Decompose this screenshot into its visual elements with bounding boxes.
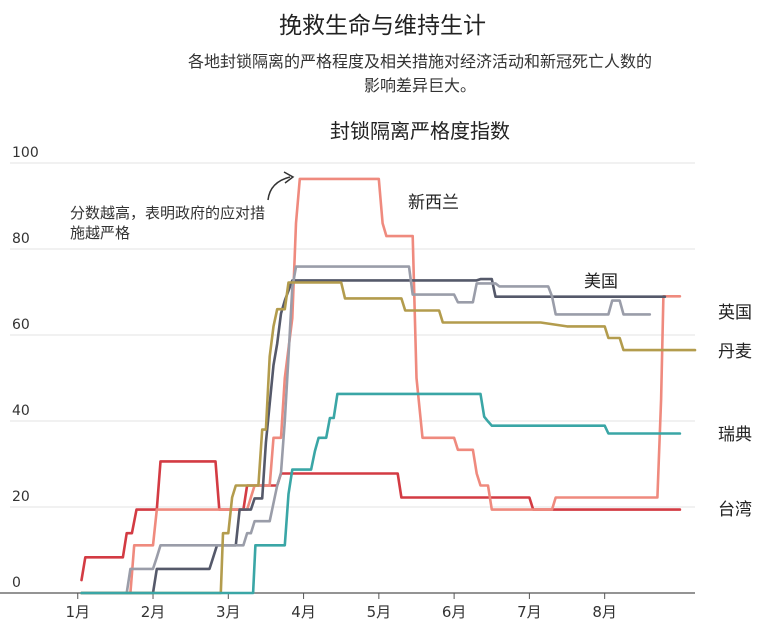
series-line-丹麦 [80, 281, 697, 595]
y-tick-label: 60 [12, 317, 30, 333]
x-tick-label: 3月 [216, 603, 241, 621]
x-tick-label: 6月 [442, 603, 467, 621]
y-tick-label: 100 [12, 145, 39, 161]
y-tick-label: 20 [12, 489, 30, 505]
series-line-新西兰 [80, 177, 682, 595]
series-line-台湾 [80, 460, 682, 582]
label-uk: 英国 [718, 303, 752, 323]
subtitle-line-2: 影响差异巨大。 [363, 76, 476, 95]
series-labels: 新西兰 美国 英国 丹麦 瑞典 台湾 [408, 193, 752, 520]
grid-lines [10, 162, 695, 508]
x-axis: 1月 2月 3月 4月 5月 6月 7月 8月 [0, 592, 695, 621]
annotation: 分数越高，表明政府的应对措 施越严格 [70, 171, 295, 242]
y-tick-label: 40 [12, 403, 30, 419]
annotation-arrowhead [283, 171, 295, 184]
y-tick-labels: 0 20 40 60 80 100 [12, 145, 39, 591]
x-tick-label: 4月 [291, 603, 316, 621]
label-taiwan: 台湾 [718, 500, 752, 520]
page-subtitle: 各地封锁隔离的严格程度及相关措施对经济活动和新冠死亡人数的 影响差异巨大。 [100, 50, 740, 98]
subtitle-line-1: 各地封锁隔离的严格程度及相关措施对经济活动和新冠死亡人数的 [187, 52, 652, 71]
series-line-英国 [80, 265, 652, 595]
series-line-美国 [80, 277, 667, 595]
label-denmark: 丹麦 [718, 342, 752, 362]
x-tick-label: 5月 [367, 603, 392, 621]
annotation-line-2: 施越严格 [70, 224, 130, 242]
x-tick-label: 1月 [65, 603, 90, 621]
y-tick-label: 80 [12, 231, 30, 247]
y-tick-label: 0 [12, 575, 21, 591]
label-sweden: 瑞典 [718, 425, 752, 445]
series-line-瑞典 [80, 392, 682, 595]
x-tick-label: 2月 [141, 603, 166, 621]
label-usa: 美国 [584, 272, 618, 292]
annotation-arrow [267, 176, 291, 201]
label-new-zealand: 新西兰 [408, 193, 459, 213]
x-tick-label: 8月 [592, 603, 617, 621]
chart-title: 封锁隔离严格度指数 [330, 119, 510, 143]
series-lines [80, 177, 697, 595]
annotation-line-1: 分数越高，表明政府的应对措 [70, 204, 265, 222]
x-tick-label: 7月 [517, 603, 542, 621]
page-title: 挽救生命与维持生计 [279, 13, 486, 39]
